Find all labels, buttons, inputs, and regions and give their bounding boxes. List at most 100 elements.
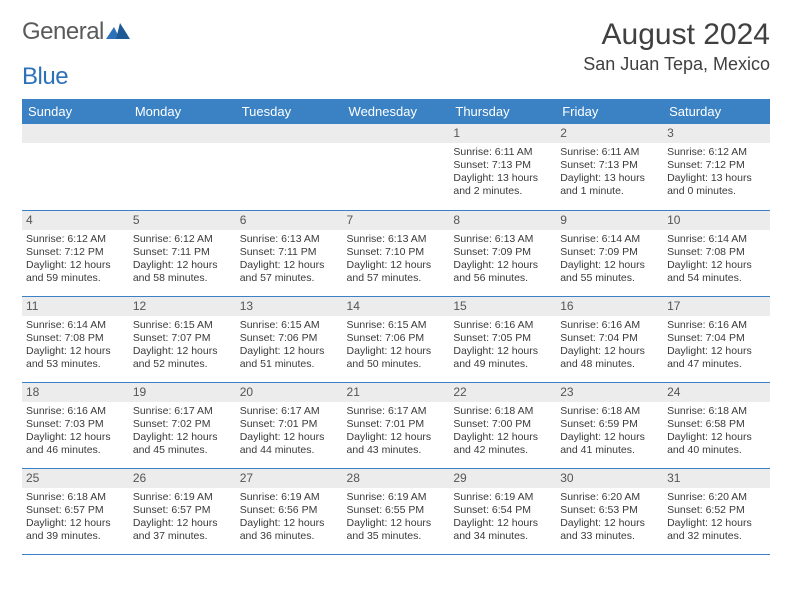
sunset-line: Sunset: 7:00 PM [453,418,552,431]
calendar-week: 11Sunrise: 6:14 AMSunset: 7:08 PMDayligh… [22,296,770,382]
sunrise-line: Sunrise: 6:20 AM [667,491,766,504]
daylight-line: Daylight: 12 hours and 48 minutes. [560,345,659,371]
day-number: 17 [663,297,770,316]
daylight-line: Daylight: 12 hours and 50 minutes. [347,345,446,371]
sunrise-line: Sunrise: 6:15 AM [240,319,339,332]
day-number: 22 [449,383,556,402]
sunrise-line: Sunrise: 6:12 AM [667,146,766,159]
day-number: 7 [343,211,450,230]
daylight-line: Daylight: 12 hours and 58 minutes. [133,259,232,285]
sunset-line: Sunset: 7:06 PM [240,332,339,345]
sunset-line: Sunset: 6:57 PM [133,504,232,517]
daylight-line: Daylight: 12 hours and 44 minutes. [240,431,339,457]
sunset-line: Sunset: 7:07 PM [133,332,232,345]
calendar-cell: 2Sunrise: 6:11 AMSunset: 7:13 PMDaylight… [556,124,663,210]
calendar-cell: 17Sunrise: 6:16 AMSunset: 7:04 PMDayligh… [663,296,770,382]
sunset-line: Sunset: 7:05 PM [453,332,552,345]
day-header: Friday [556,99,663,124]
day-number: 29 [449,469,556,488]
day-number: 23 [556,383,663,402]
calendar-cell: 15Sunrise: 6:16 AMSunset: 7:05 PMDayligh… [449,296,556,382]
calendar-cell: 18Sunrise: 6:16 AMSunset: 7:03 PMDayligh… [22,382,129,468]
day-number: 31 [663,469,770,488]
daylight-line: Daylight: 12 hours and 49 minutes. [453,345,552,371]
daylight-line: Daylight: 13 hours and 2 minutes. [453,172,552,198]
day-number-empty [22,124,129,143]
daylight-line: Daylight: 12 hours and 33 minutes. [560,517,659,543]
sunset-line: Sunset: 6:58 PM [667,418,766,431]
calendar-body: 1Sunrise: 6:11 AMSunset: 7:13 PMDaylight… [22,124,770,554]
day-number: 24 [663,383,770,402]
sunrise-line: Sunrise: 6:14 AM [26,319,125,332]
sunrise-line: Sunrise: 6:15 AM [347,319,446,332]
calendar-cell: 31Sunrise: 6:20 AMSunset: 6:52 PMDayligh… [663,468,770,554]
sunset-line: Sunset: 6:52 PM [667,504,766,517]
sunrise-line: Sunrise: 6:17 AM [133,405,232,418]
calendar-cell: 25Sunrise: 6:18 AMSunset: 6:57 PMDayligh… [22,468,129,554]
sunset-line: Sunset: 6:54 PM [453,504,552,517]
sunset-line: Sunset: 7:13 PM [453,159,552,172]
sunset-line: Sunset: 7:01 PM [240,418,339,431]
day-number: 16 [556,297,663,316]
sunrise-line: Sunrise: 6:17 AM [240,405,339,418]
daylight-line: Daylight: 12 hours and 36 minutes. [240,517,339,543]
day-header: Sunday [22,99,129,124]
logo-text-general: General [22,18,104,46]
calendar-table: SundayMondayTuesdayWednesdayThursdayFrid… [22,99,770,555]
day-number: 19 [129,383,236,402]
daylight-line: Daylight: 13 hours and 1 minute. [560,172,659,198]
day-number: 14 [343,297,450,316]
logo-mark-icon [106,23,130,41]
calendar-cell: 28Sunrise: 6:19 AMSunset: 6:55 PMDayligh… [343,468,450,554]
sunset-line: Sunset: 7:08 PM [667,246,766,259]
day-number: 28 [343,469,450,488]
daylight-line: Daylight: 12 hours and 59 minutes. [26,259,125,285]
sunrise-line: Sunrise: 6:18 AM [667,405,766,418]
daylight-line: Daylight: 12 hours and 34 minutes. [453,517,552,543]
daylight-line: Daylight: 12 hours and 39 minutes. [26,517,125,543]
daylight-line: Daylight: 12 hours and 41 minutes. [560,431,659,457]
sunset-line: Sunset: 6:57 PM [26,504,125,517]
sunrise-line: Sunrise: 6:14 AM [667,233,766,246]
daylight-line: Daylight: 12 hours and 57 minutes. [347,259,446,285]
sunrise-line: Sunrise: 6:15 AM [133,319,232,332]
sunrise-line: Sunrise: 6:13 AM [240,233,339,246]
daylight-line: Daylight: 12 hours and 40 minutes. [667,431,766,457]
sunset-line: Sunset: 7:11 PM [240,246,339,259]
day-header: Tuesday [236,99,343,124]
day-header: Saturday [663,99,770,124]
calendar-cell: 12Sunrise: 6:15 AMSunset: 7:07 PMDayligh… [129,296,236,382]
day-number: 26 [129,469,236,488]
sunrise-line: Sunrise: 6:19 AM [240,491,339,504]
calendar-cell: 11 Sunrise: 6:14 AMSunset: 7:08 PMDayligh… [22,296,129,382]
sunrise-line: Sunrise: 6:18 AM [453,405,552,418]
daylight-line: Daylight: 12 hours and 35 minutes. [347,517,446,543]
sunset-line: Sunset: 6:59 PM [560,418,659,431]
day-number: 21 [343,383,450,402]
sunset-line: Sunset: 6:56 PM [240,504,339,517]
calendar-cell: 14 Sunrise: 6:15 AMSunset: 7:06 PMDayligh… [343,296,450,382]
calendar-cell [236,124,343,210]
day-number: 5 [129,211,236,230]
sunset-line: Sunset: 7:06 PM [347,332,446,345]
day-number: 13 [236,297,343,316]
sunset-line: Sunset: 7:08 PM [26,332,125,345]
sunset-line: Sunset: 7:04 PM [667,332,766,345]
daylight-line: Daylight: 12 hours and 46 minutes. [26,431,125,457]
sunrise-line: Sunrise: 6:12 AM [133,233,232,246]
day-number: 11 [22,297,129,316]
daylight-line: Daylight: 12 hours and 47 minutes. [667,345,766,371]
calendar-cell: 4Sunrise: 6:12 AMSunset: 7:12 PMDaylight… [22,210,129,296]
sunrise-line: Sunrise: 6:19 AM [347,491,446,504]
daylight-line: Daylight: 12 hours and 53 minutes. [26,345,125,371]
daylight-line: Daylight: 13 hours and 0 minutes. [667,172,766,198]
day-number: 6 [236,211,343,230]
calendar-page: General August 2024 San Juan Tepa, Mexic… [0,0,792,555]
sunset-line: Sunset: 6:53 PM [560,504,659,517]
sunrise-line: Sunrise: 6:20 AM [560,491,659,504]
calendar-cell: 6Sunrise: 6:13 AMSunset: 7:11 PMDaylight… [236,210,343,296]
day-header: Monday [129,99,236,124]
daylight-line: Daylight: 12 hours and 45 minutes. [133,431,232,457]
sunrise-line: Sunrise: 6:11 AM [453,146,552,159]
calendar-cell: 19Sunrise: 6:17 AMSunset: 7:02 PMDayligh… [129,382,236,468]
